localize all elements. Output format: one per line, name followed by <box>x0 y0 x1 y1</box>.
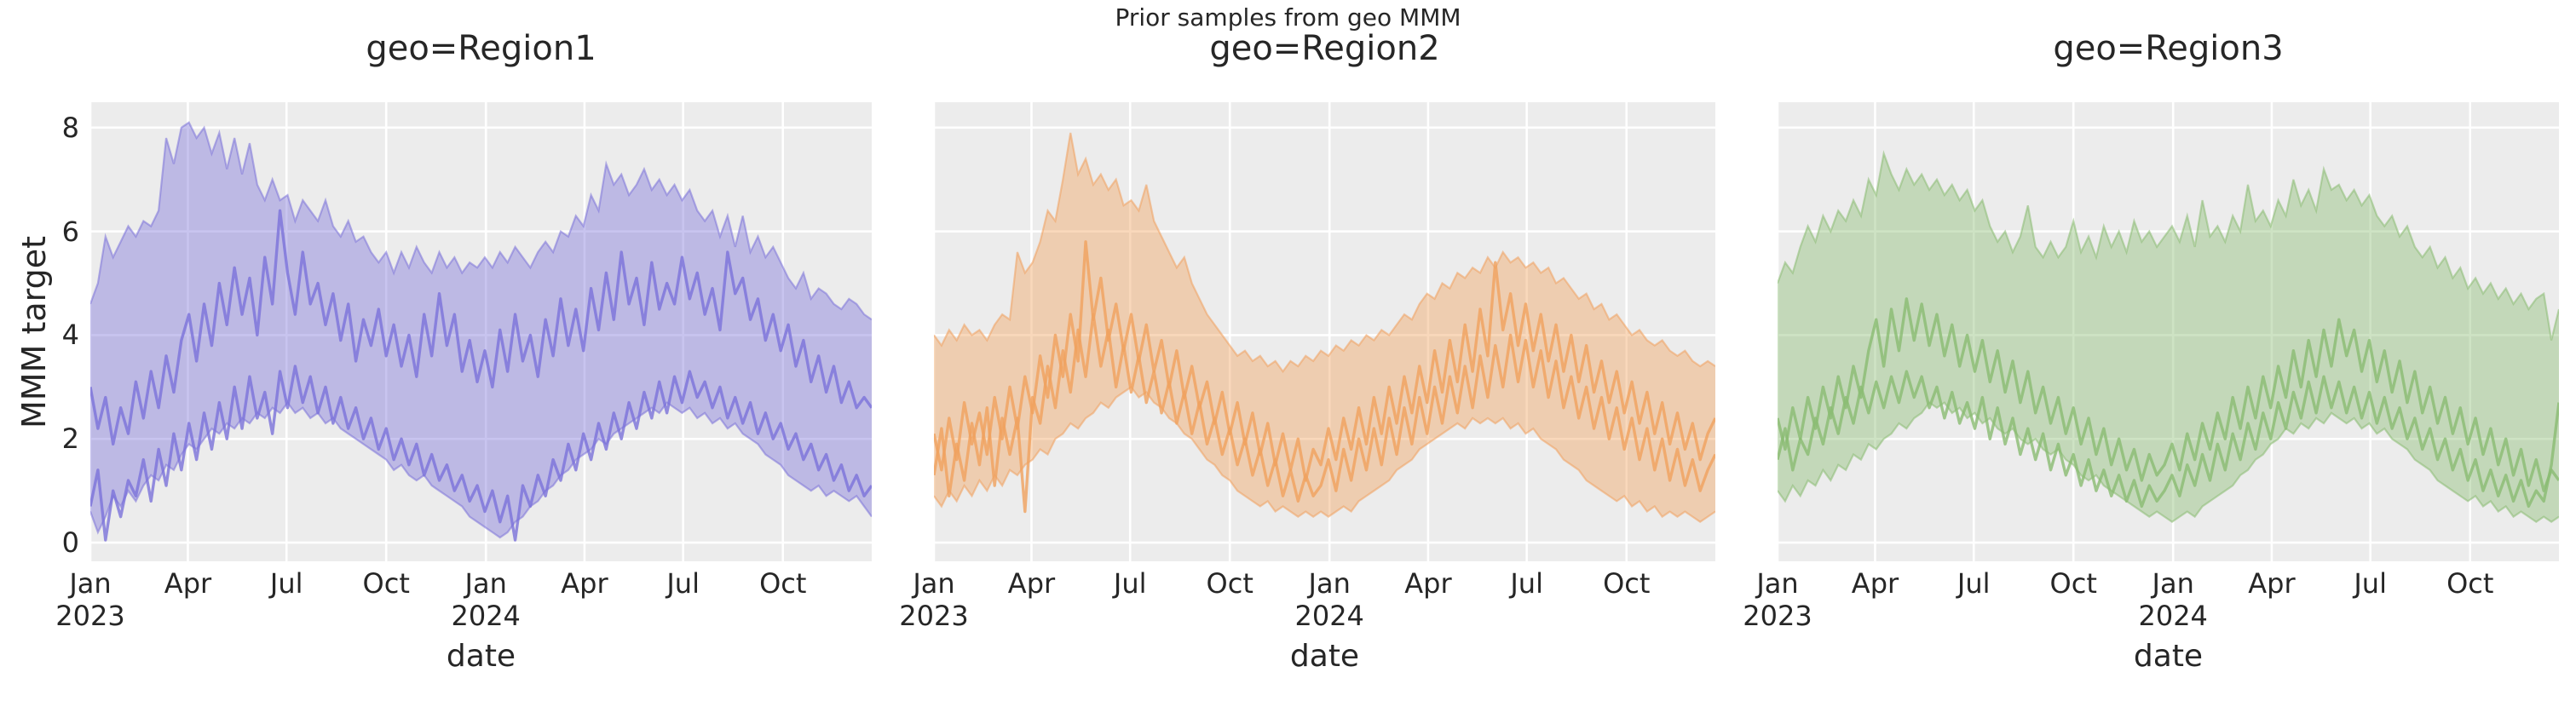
uncertainty-band <box>1778 153 2559 522</box>
x-tick-label: Jan <box>913 567 955 600</box>
x-tick-label: Oct <box>2049 567 2097 600</box>
x-tick-label: Apr <box>2248 567 2296 600</box>
x-tick-year-label: 2023 <box>55 600 125 632</box>
x-tick-label: Apr <box>1851 567 1899 600</box>
x-tick-label: Oct <box>1206 567 1253 600</box>
x-tick-label: Oct <box>362 567 410 600</box>
band-upper-edge <box>90 121 872 321</box>
x-tick-year-label: 2023 <box>899 600 969 632</box>
x-tick-label: Jul <box>269 567 303 600</box>
subplot-title-region1: geo=Region1 <box>366 29 596 68</box>
subplot-region3: geo=Region3 date Jan 2023 Apr Jul Oct Jan 2024… <box>1743 0 2559 701</box>
y-tick-label: 4 <box>61 319 79 352</box>
x-tick-year-label: 2024 <box>451 600 521 632</box>
prior-sample-line-1 <box>90 209 872 446</box>
figure-suptitle: Prior samples from geo MMM <box>1115 3 1461 32</box>
x-axis-label-region1: date <box>446 639 516 674</box>
x-tick-label: Jan <box>2152 567 2194 600</box>
subplot-region1: geo=Region1 date Jan 2023 Apr Jul Oct Jan 2024… <box>55 0 872 701</box>
subplot-title-region3: geo=Region3 <box>2053 29 2284 68</box>
x-tick-label: Apr <box>1404 567 1452 600</box>
x-axis-label-region2: date <box>1289 639 1360 674</box>
subplot-title-region2: geo=Region2 <box>1209 29 1440 68</box>
x-tick-label: Oct <box>1603 567 1651 600</box>
x-tick-year-label: 2024 <box>1294 600 1364 632</box>
y-tick-label: 2 <box>61 422 79 456</box>
y-tick-label: 8 <box>61 111 79 144</box>
x-tick-label: Apr <box>1007 567 1056 600</box>
x-tick-label: Jul <box>1956 567 1991 600</box>
y-tick-label: 0 <box>61 526 79 560</box>
prior-sample-line-2 <box>934 313 1715 514</box>
prior-sample-line-2 <box>1778 370 2559 509</box>
x-tick-label: Jul <box>1510 567 1543 600</box>
band-upper-edge <box>934 132 1715 373</box>
x-tick-label: Jul <box>2354 567 2387 600</box>
y-tick-label: 6 <box>61 215 79 248</box>
plot-area-region2 <box>934 102 1715 561</box>
prior-sample-line-2 <box>90 365 872 542</box>
plot-area-region3 <box>1778 102 2559 561</box>
x-tick-label: Jan <box>1756 567 1799 600</box>
band-lower-edge <box>934 385 1715 524</box>
x-tick-year-label: 2024 <box>2138 600 2208 632</box>
x-tick-label: Apr <box>164 567 212 600</box>
band-lower-edge <box>90 400 872 539</box>
x-axis-label-region3: date <box>2133 639 2204 674</box>
x-tick-label: Jul <box>1113 567 1147 600</box>
x-tick-label: Oct <box>759 567 807 600</box>
band-lower-edge <box>1778 401 2559 524</box>
x-tick-year-label: 2023 <box>1743 600 1812 632</box>
plot-background <box>934 102 1715 561</box>
plot-area-region1 <box>90 102 872 561</box>
plot-background <box>90 102 872 561</box>
x-tick-label: Jul <box>666 567 700 600</box>
prior-sample-line-1 <box>934 240 1715 482</box>
x-tick-label: Jan <box>464 567 507 600</box>
prior-sample-line-1 <box>1778 297 2559 492</box>
band-upper-edge <box>1778 150 2559 341</box>
x-tick-label: Oct <box>2446 567 2494 600</box>
x-tick-label: Jan <box>1308 567 1351 600</box>
x-tick-label: Jan <box>69 567 112 600</box>
x-tick-label: Apr <box>561 567 608 600</box>
subplot-region2: geo=Region2 date Jan 2023 Apr Jul Oct Jan 2024… <box>899 0 1715 701</box>
uncertainty-band <box>90 122 872 537</box>
